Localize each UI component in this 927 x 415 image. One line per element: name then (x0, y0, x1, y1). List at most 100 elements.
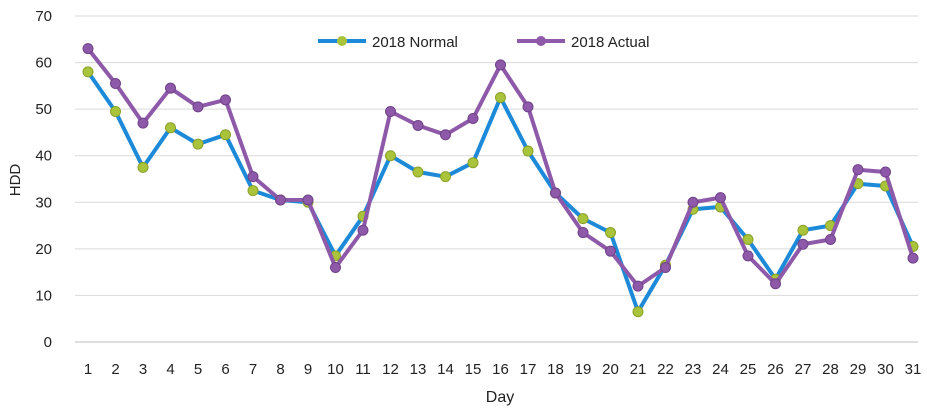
data-point (220, 129, 231, 141)
legend: 2018 Normal 2018 Actual (318, 34, 649, 51)
y-tick-label: 30 (35, 194, 52, 211)
series-line (86, 69, 915, 314)
x-tick-label: 8 (276, 361, 284, 378)
data-point (577, 213, 589, 225)
data-point (220, 94, 231, 106)
x-tick-label: 13 (410, 361, 427, 378)
legend-item: 2018 Actual (517, 34, 649, 51)
data-point (467, 112, 479, 124)
x-tick-label: 2 (111, 361, 119, 378)
y-tick-label: 50 (35, 101, 52, 118)
data-point (852, 164, 864, 176)
data-point (632, 280, 644, 292)
data-point (165, 122, 176, 134)
x-tick-label: 1 (84, 361, 92, 378)
data-point (192, 138, 204, 150)
x-axis-label: Day (486, 389, 514, 406)
x-tick-label: 24 (712, 361, 729, 378)
y-tick-label: 40 (35, 148, 52, 165)
data-point (137, 161, 149, 173)
x-tick-label: 27 (795, 361, 812, 378)
legend-label: 2018 Normal (372, 34, 458, 51)
data-point (577, 227, 589, 239)
data-point (797, 238, 809, 250)
data-point (412, 119, 424, 131)
y-tick-label: 10 (35, 287, 52, 304)
data-point (825, 234, 836, 246)
data-point (522, 101, 534, 113)
x-tick-label: 22 (657, 361, 674, 378)
x-tick-label: 30 (877, 361, 894, 378)
data-point (302, 194, 314, 206)
data-point (247, 171, 259, 183)
data-point (605, 245, 616, 257)
x-tick-label: 18 (547, 361, 564, 378)
x-tick-label: 29 (850, 361, 867, 378)
data-point (357, 224, 369, 236)
data-point (632, 306, 644, 318)
x-tick-label: 17 (520, 361, 537, 378)
data-point (385, 150, 396, 162)
x-tick-label: 9 (304, 361, 312, 378)
x-tick-label: 12 (382, 361, 399, 378)
data-point (715, 192, 726, 204)
legend-label: 2018 Actual (571, 34, 649, 51)
x-tick-label: 20 (602, 361, 619, 378)
x-tick-label: 6 (221, 361, 229, 378)
data-point (385, 105, 396, 117)
data-point (165, 82, 176, 94)
data-point (495, 59, 506, 71)
x-tick-label: 19 (575, 361, 592, 378)
data-point (907, 252, 919, 264)
y-axis-label: HDD (7, 164, 24, 197)
data-point (82, 66, 94, 78)
x-tick-label: 28 (822, 361, 839, 378)
y-tick-label: 60 (35, 55, 52, 72)
x-tick-label: 7 (249, 361, 257, 378)
x-tick-label: 15 (465, 361, 482, 378)
data-point (522, 145, 534, 157)
x-tick-label: 11 (355, 361, 371, 378)
data-point (742, 234, 754, 246)
data-point (247, 185, 259, 197)
data-point (495, 92, 506, 103)
data-point (605, 227, 616, 239)
x-axis-ticks: 1 2 3 4 5 6 7 8 9 10 11 12 13 14 15 16 17 18 19 20 21 22 23 24 2… (84, 361, 922, 378)
data-point (330, 261, 341, 273)
y-tick-label: 70 (35, 8, 52, 25)
data-point (192, 101, 204, 113)
x-tick-label: 16 (492, 361, 509, 378)
y-axis-ticks: 0 10 20 30 40 50 60 70 (35, 8, 52, 351)
data-point (742, 250, 754, 262)
x-tick-label: 31 (905, 361, 922, 378)
data-point (467, 157, 479, 169)
data-point (412, 166, 424, 178)
data-point (275, 194, 286, 206)
data-point (687, 196, 699, 208)
x-tick-label: 25 (740, 361, 757, 378)
x-tick-label: 5 (194, 361, 202, 378)
data-point (137, 117, 149, 129)
y-tick-label: 0 (44, 334, 52, 351)
series-line (86, 46, 915, 289)
y-tick-label: 20 (35, 241, 52, 258)
data-point (770, 278, 781, 290)
data-point (797, 224, 809, 236)
data-point (550, 187, 561, 199)
data-point (440, 171, 451, 183)
legend-swatch-marker (536, 36, 546, 46)
x-tick-label: 10 (327, 361, 344, 378)
x-tick-label: 21 (630, 361, 647, 378)
legend-swatch-marker (337, 36, 347, 46)
data-point (82, 43, 94, 55)
series-layer (82, 43, 919, 318)
x-tick-label: 3 (139, 361, 147, 378)
data-point (880, 166, 891, 178)
x-tick-label: 26 (767, 361, 784, 378)
x-tick-label: 23 (685, 361, 702, 378)
data-point (110, 105, 121, 117)
x-tick-label: 4 (166, 361, 174, 378)
data-point (660, 261, 671, 273)
